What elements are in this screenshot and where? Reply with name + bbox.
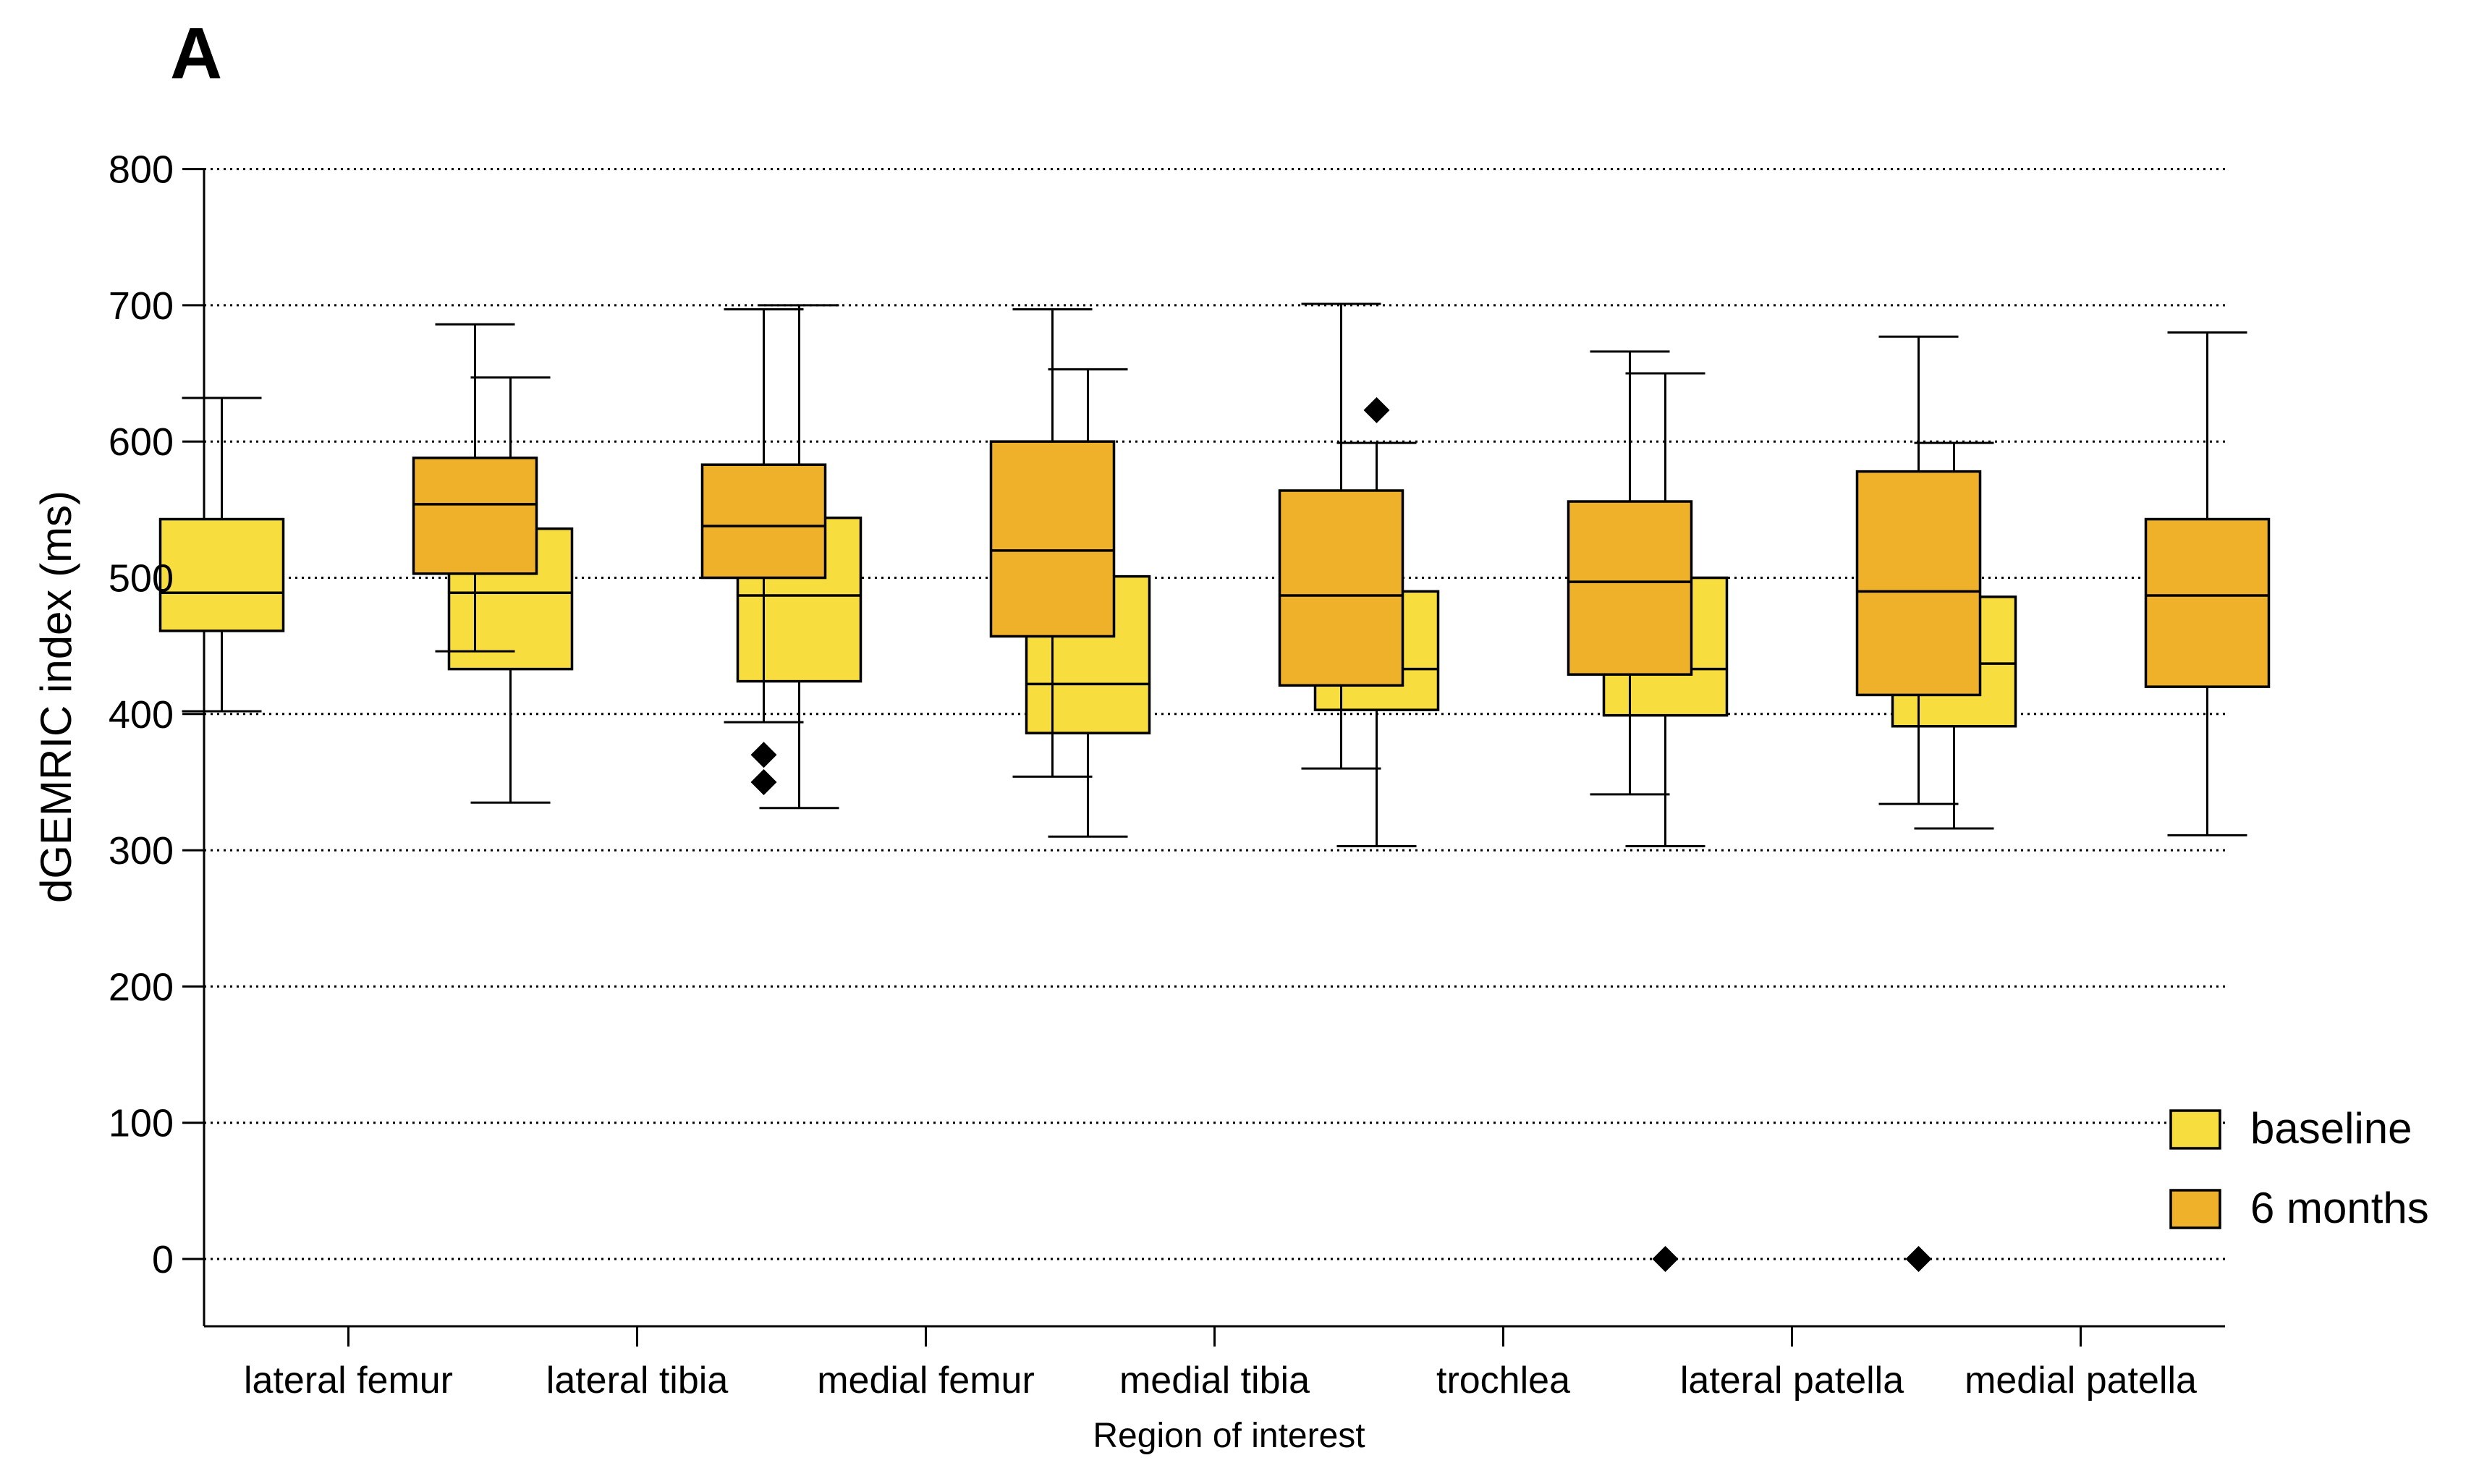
legend-label-6-months: 6 months xyxy=(2250,1184,2429,1232)
x-tick-label: lateral patella xyxy=(1680,1360,1904,1402)
box-6-months-3 xyxy=(1278,302,1404,770)
y-tick-label-200: 200 xyxy=(109,965,174,1009)
box-6-months-6 xyxy=(2144,331,2271,836)
box-iqr xyxy=(989,440,1116,638)
outlier-point xyxy=(1652,1246,1679,1272)
y-tick-label-400: 400 xyxy=(109,693,174,737)
box-baseline-0 xyxy=(158,397,285,713)
grid-lines xyxy=(204,168,2225,1260)
axes xyxy=(182,168,2225,1347)
y-tick-label-0: 0 xyxy=(152,1238,174,1281)
y-axis-title: dGEMRIC index (ms) xyxy=(32,491,80,903)
x-tick-label: medial patella xyxy=(1965,1360,2197,1402)
box-6-months-2 xyxy=(989,308,1116,778)
y-tick-label-700: 700 xyxy=(109,284,174,328)
box-iqr xyxy=(1278,489,1404,687)
y-tick-label-100: 100 xyxy=(109,1102,174,1145)
x-tick-label: trochlea xyxy=(1436,1360,1570,1402)
box-iqr xyxy=(1855,470,1982,697)
y-tick-label-800: 800 xyxy=(109,148,174,192)
x-tick-label: lateral tibia xyxy=(546,1360,729,1402)
legend-label-baseline: baseline xyxy=(2250,1104,2412,1153)
outlier-point xyxy=(750,742,777,768)
box-iqr xyxy=(158,517,285,632)
x-tick-label: medial tibia xyxy=(1119,1360,1310,1402)
outlier-point xyxy=(1363,397,1390,423)
y-tick-label-600: 600 xyxy=(109,420,174,464)
box-iqr xyxy=(700,463,827,580)
outlier-point xyxy=(1905,1246,1932,1272)
box-iqr xyxy=(412,457,538,575)
legend: baseline 6 months xyxy=(2169,1104,2429,1232)
box-6-months-5 xyxy=(1855,335,1982,1272)
x-tick-label: lateral femur xyxy=(244,1360,453,1402)
x-axis-title: Region of interest xyxy=(1093,1417,1365,1455)
box-series xyxy=(158,302,2271,1272)
y-tick-label-300: 300 xyxy=(109,829,174,873)
panel-label: A xyxy=(170,13,222,94)
outlier-point xyxy=(750,768,777,795)
box-baseline-1 xyxy=(447,376,574,804)
legend-swatch-baseline xyxy=(2169,1109,2221,1150)
box-6-months-0 xyxy=(412,323,538,653)
axis-labels: 0 100 200 300 400 500 600 700 800 lateral femur la… xyxy=(109,148,2197,1402)
box-iqr xyxy=(1567,500,1693,676)
x-tick-label: medial femur xyxy=(817,1360,1035,1402)
box-6-months-1 xyxy=(700,308,827,795)
box-6-months-4 xyxy=(1567,350,1693,796)
legend-swatch-6-months xyxy=(2169,1189,2221,1229)
series-6-months xyxy=(412,302,2271,1272)
box-iqr xyxy=(2144,517,2271,688)
y-tick-label-500: 500 xyxy=(109,557,174,601)
